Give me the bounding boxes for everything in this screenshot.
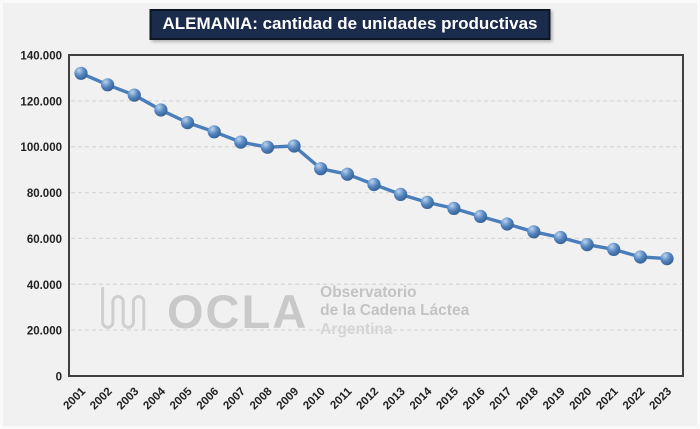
svg-text:2013: 2013 <box>381 386 408 413</box>
svg-text:2023: 2023 <box>648 386 675 413</box>
gridlines <box>71 100 681 331</box>
svg-text:2007: 2007 <box>221 386 248 413</box>
svg-text:120.000: 120.000 <box>20 96 62 108</box>
svg-text:2019: 2019 <box>541 386 568 413</box>
svg-text:0: 0 <box>56 372 62 384</box>
x-axis-labels: 2001 2002 2003 2004 2005 2006 2007 2008 2009 2010… <box>62 385 675 412</box>
svg-text:100.000: 100.000 <box>20 142 62 154</box>
plot-border <box>68 54 684 377</box>
svg-text:2021: 2021 <box>594 385 621 412</box>
svg-text:2010: 2010 <box>301 386 328 413</box>
svg-text:2012: 2012 <box>355 386 382 413</box>
svg-text:2006: 2006 <box>195 386 222 413</box>
svg-text:2004: 2004 <box>141 385 168 412</box>
svg-text:2011: 2011 <box>328 385 355 412</box>
svg-text:2015: 2015 <box>434 385 461 412</box>
svg-text:40.000: 40.000 <box>27 280 62 292</box>
y-axis-labels: 0 20.000 40.000 60.000 80.000 100.000 120.000 1… <box>20 51 62 384</box>
svg-text:2016: 2016 <box>461 386 488 413</box>
svg-text:2014: 2014 <box>408 385 435 412</box>
svg-text:2001: 2001 <box>62 385 89 412</box>
svg-text:2005: 2005 <box>168 385 195 412</box>
svg-text:20.000: 20.000 <box>27 326 62 338</box>
svg-text:2008: 2008 <box>248 385 275 412</box>
svg-text:2009: 2009 <box>275 386 302 413</box>
svg-text:80.000: 80.000 <box>27 188 62 200</box>
svg-text:2003: 2003 <box>115 386 142 413</box>
svg-text:2002: 2002 <box>88 386 115 413</box>
svg-text:2017: 2017 <box>488 386 515 413</box>
chart-title: ALEMANIA: cantidad de unidades productiv… <box>149 9 551 40</box>
svg-text:140.000: 140.000 <box>20 51 62 63</box>
svg-text:2020: 2020 <box>568 386 595 413</box>
svg-text:2022: 2022 <box>621 386 648 413</box>
data-points <box>74 66 674 266</box>
svg-text:2018: 2018 <box>514 385 541 412</box>
svg-text:60.000: 60.000 <box>27 234 62 246</box>
